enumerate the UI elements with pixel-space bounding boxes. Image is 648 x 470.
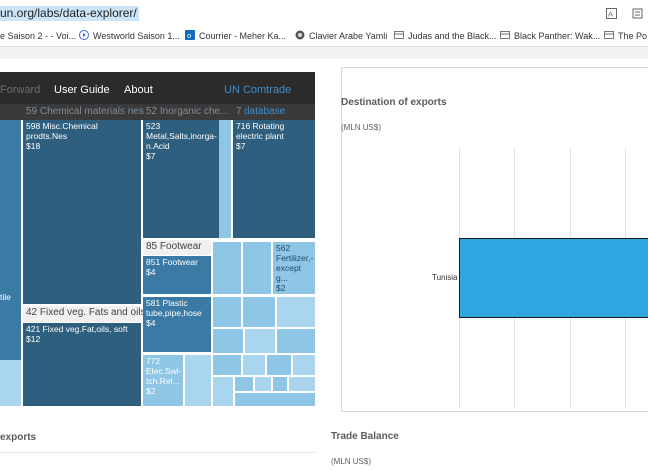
treemap-cell[interactable] xyxy=(277,329,315,353)
treemap-cell[interactable] xyxy=(235,377,253,391)
nav-un-comtrade[interactable]: UN Comtrade xyxy=(224,84,292,96)
treemap-cell[interactable]: 851 Footwear $4 xyxy=(143,256,211,294)
treemap-cell[interactable]: tile xyxy=(0,120,21,406)
cell-value: $2 xyxy=(146,386,156,396)
treemap-cell[interactable] xyxy=(273,377,287,391)
treemap-cell[interactable] xyxy=(213,329,243,353)
globe-icon xyxy=(295,30,305,40)
group-title: 85 Footwear xyxy=(143,240,211,255)
treemap-cell[interactable]: 421 Fixed veg.Fat,oils, soft $12 xyxy=(23,323,141,406)
group-title: 42 Fixed veg. Fats and oils xyxy=(23,306,146,322)
treemap-cell[interactable] xyxy=(213,297,241,327)
treemap: tile 598 Misc.Chemical prodts.Nes $18 52… xyxy=(0,120,315,410)
treemap-cell[interactable]: 581 Plastic tube,pipe,hose $4 xyxy=(143,297,211,352)
cell-label: 598 Misc.Chemical prodts.Nes xyxy=(26,121,98,141)
treemap-cell[interactable] xyxy=(277,297,315,327)
film-icon xyxy=(394,31,404,39)
svg-text:o: o xyxy=(187,32,191,40)
treemap-cell[interactable]: 716 Rotating electric plant $7 xyxy=(233,120,315,238)
treemap-cell[interactable] xyxy=(213,355,241,375)
divider xyxy=(0,452,315,453)
bookmark-item[interactable]: Judas and the Black... xyxy=(394,29,497,44)
play-icon xyxy=(79,30,89,40)
group-label: 52 Inorganic che... xyxy=(146,106,229,117)
bookmark-item[interactable]: Clavier Arabe Yamli xyxy=(295,29,387,44)
page-top-strip xyxy=(0,47,648,59)
bookmarks-bar: e Saison 2 - - Voi... Westworld Saison 1… xyxy=(0,27,648,47)
treemap-cell[interactable] xyxy=(213,242,241,294)
category-label: Tunisia xyxy=(432,273,458,282)
treemap-cell[interactable] xyxy=(293,355,315,375)
bookmark-item[interactable]: Black Panther: Wak... xyxy=(500,29,600,44)
cell-value: $2 xyxy=(276,283,286,293)
bookmark-item[interactable]: e Saison 2 - - Voi... xyxy=(0,31,77,41)
cell-value: $7 xyxy=(146,151,156,161)
treemap-cell[interactable] xyxy=(289,377,315,391)
film-icon xyxy=(604,31,614,39)
treemap-cell[interactable] xyxy=(267,355,291,375)
nav-user-guide[interactable]: User Guide xyxy=(54,84,110,96)
treemap-cell[interactable] xyxy=(243,297,275,327)
treemap-cell[interactable]: 598 Misc.Chemical prodts.Nes $18 xyxy=(23,120,141,304)
cell-value: $12 xyxy=(26,334,41,344)
bookmark-item[interactable]: Westworld Saison 1... xyxy=(79,29,180,44)
url-text[interactable]: un.org/labs/data-explorer/ xyxy=(0,6,139,21)
cell-value: $4 xyxy=(146,267,156,277)
treemap-cell[interactable]: 772 Elec.Swi-tch.Rel... $2 xyxy=(143,355,183,406)
group-label: 59 Chemical materials nes xyxy=(26,106,144,117)
reading-mode-icon[interactable] xyxy=(632,8,643,19)
translate-icon[interactable]: A xyxy=(606,8,617,19)
treemap-cell[interactable] xyxy=(243,242,271,294)
treemap-cell[interactable] xyxy=(235,393,315,406)
cell-value: $18 xyxy=(26,141,41,151)
cell-value: $4 xyxy=(146,318,156,328)
cell-label: 421 Fixed veg.Fat,oils, soft xyxy=(26,324,128,334)
address-bar[interactable]: un.org/labs/data-explorer/ A xyxy=(0,0,648,28)
destination-title: Destination of exports xyxy=(341,97,447,108)
cell-label: 562 Fertilizer,-except g... xyxy=(276,243,314,283)
exports-title: exports xyxy=(0,432,37,443)
treemap-cell[interactable] xyxy=(219,120,231,238)
outlook-icon: o xyxy=(185,30,195,40)
bookmark-item[interactable]: o Courrier - Meher Ka... xyxy=(185,30,287,41)
bookmark-item[interactable]: The Po xyxy=(604,29,647,44)
cell-label: 851 Footwear xyxy=(146,257,198,267)
film-icon xyxy=(500,31,510,39)
svg-text:A: A xyxy=(608,11,613,19)
treemap-cell[interactable] xyxy=(243,355,265,375)
treemap-cell[interactable] xyxy=(255,377,271,391)
app-header: Forward User Guide About UN Comtrade xyxy=(0,72,315,104)
trade-balance-unit: (MLN US$) xyxy=(331,457,372,466)
trade-balance-title: Trade Balance xyxy=(331,431,399,442)
bar-tunisia[interactable] xyxy=(459,238,648,318)
nav-about[interactable]: About xyxy=(124,84,153,96)
destination-unit: (MLN US$) xyxy=(341,123,382,132)
treemap-group-header: 59 Chemical materials nes 52 Inorganic c… xyxy=(0,104,315,120)
treemap-cell[interactable] xyxy=(185,355,211,406)
cell-label: 716 Rotating electric plant xyxy=(236,121,285,141)
cell-label: 581 Plastic tube,pipe,hose xyxy=(146,298,202,318)
cell-label: 523 Metal,Salts,inorga-n.Acid xyxy=(146,121,217,151)
group-label: 7 xyxy=(236,106,242,117)
treemap-cell[interactable]: 523 Metal,Salts,inorga-n.Acid $7 xyxy=(143,120,231,238)
treemap-cell[interactable]: 562 Fertilizer,-except g... $2 xyxy=(273,242,315,294)
cell-label: 772 Elec.Swi-tch.Rel... xyxy=(146,356,182,386)
treemap-cell[interactable] xyxy=(0,360,21,406)
cell-value: $7 xyxy=(236,141,246,151)
nav-database[interactable]: database xyxy=(244,106,286,117)
nav-forward[interactable]: Forward xyxy=(0,84,41,96)
treemap-cell[interactable] xyxy=(213,377,233,406)
treemap-cell[interactable] xyxy=(245,329,275,353)
